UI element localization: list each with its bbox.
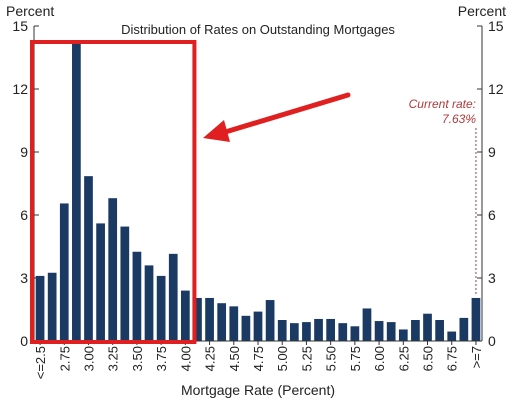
x-tick-label: <=2.5 (33, 346, 48, 379)
x-tick-label: 3.25 (106, 346, 121, 371)
x-tick-label: 6.25 (396, 346, 411, 371)
x-tick-label: 6.75 (445, 346, 460, 371)
red-arrow (203, 92, 351, 142)
bar (459, 317, 469, 341)
left-y-tick-label: 9 (20, 144, 28, 160)
left-y-tick-label: 3 (20, 270, 28, 286)
x-tick-label: >=7 (469, 346, 484, 368)
bar (229, 306, 239, 341)
x-tick-label: 4.75 (251, 346, 266, 371)
bar (120, 226, 130, 341)
left-y-axis: 0 3 6 9 12 15 (12, 18, 39, 349)
bar (180, 290, 190, 341)
arrow-head (203, 120, 230, 142)
x-tick-label: 4.00 (178, 346, 193, 371)
bar (435, 320, 444, 341)
x-axis-label: Mortgage Rate (Percent) (181, 382, 335, 398)
bar (217, 303, 227, 341)
bar (411, 320, 420, 341)
bar (144, 265, 154, 341)
x-axis: <=2.5 2.75 3.00 3.25 3.50 3.75 4.00 4.25 4.50 4.7… (33, 340, 484, 379)
x-tick-label: 5.50 (324, 346, 339, 371)
bar (362, 308, 372, 341)
bar (314, 318, 323, 341)
annotation-line-1: Current rate: (409, 97, 476, 111)
bar (241, 315, 251, 341)
bar (302, 322, 311, 341)
x-tick-label: 2.75 (57, 346, 72, 371)
current-rate-annotation: Current rate: 7.63% (409, 97, 477, 296)
right-y-axis: 0 3 6 9 12 15 (477, 18, 504, 349)
bar (289, 323, 299, 341)
x-tick-label: 5.25 (299, 346, 314, 371)
x-tick-label: 6.00 (372, 346, 387, 371)
x-tick-label: 4.50 (227, 346, 242, 371)
x-tick-label: 5.00 (275, 346, 290, 371)
x-tick-label: 4.25 (203, 346, 218, 371)
bar (47, 272, 57, 341)
bar (350, 326, 360, 341)
right-y-tick-label: 15 (488, 18, 504, 34)
right-y-tick-label: 3 (488, 270, 496, 286)
bar (108, 198, 118, 341)
bar (253, 311, 263, 341)
bar (168, 253, 178, 341)
x-tick-label: 6.50 (421, 346, 436, 371)
right-y-tick-label: 12 (488, 81, 504, 97)
bar (132, 251, 142, 341)
arrow-shaft (219, 92, 351, 136)
bar (374, 321, 384, 341)
right-y-tick-label: 6 (488, 207, 496, 223)
bar (59, 203, 69, 341)
y-axis-label-right: Percent (458, 3, 506, 19)
bar (471, 297, 481, 341)
right-y-tick-label: 0 (488, 333, 496, 349)
x-tick-label: 3.00 (81, 346, 96, 371)
left-y-tick-label: 15 (12, 18, 28, 34)
bar (205, 297, 214, 341)
y-axis-label-left: Percent (6, 3, 54, 19)
bar (96, 223, 105, 341)
bar (84, 176, 93, 341)
bar (423, 313, 432, 341)
bar (265, 300, 275, 341)
bar (193, 297, 202, 341)
left-y-tick-label: 12 (12, 81, 28, 97)
left-y-tick-label: 0 (20, 333, 28, 349)
bars (35, 42, 481, 342)
highlight-box (30, 40, 197, 344)
left-y-tick-label: 6 (20, 207, 28, 223)
bar (35, 275, 45, 341)
bar (156, 275, 166, 341)
bar (277, 320, 287, 341)
bar (338, 323, 348, 341)
bar (447, 331, 457, 341)
annotation-line-2: 7.63% (442, 112, 476, 126)
bar (326, 318, 336, 341)
right-y-tick-label: 9 (488, 144, 496, 160)
bar (386, 322, 396, 341)
bar (72, 42, 81, 342)
x-tick-label: 3.50 (130, 346, 145, 371)
x-tick-label: 3.75 (154, 346, 169, 371)
x-tick-label: 5.75 (348, 346, 363, 371)
chart-title: Distribution of Rates on Outstanding Mor… (121, 22, 395, 37)
bar (398, 329, 408, 341)
